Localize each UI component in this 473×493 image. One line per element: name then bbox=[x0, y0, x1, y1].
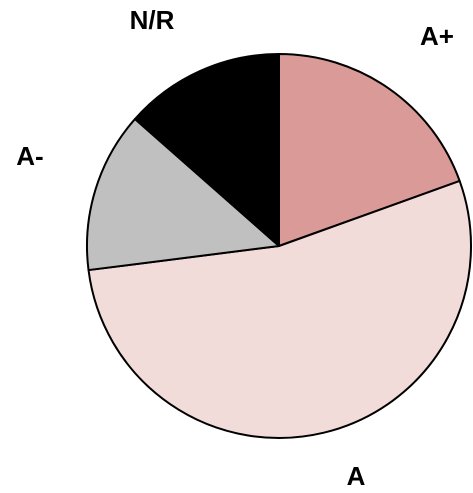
slice-label-a: A bbox=[347, 461, 366, 491]
slice-label-aplus: A+ bbox=[420, 21, 454, 51]
slice-label-n-r: N/R bbox=[130, 5, 175, 35]
slice-label-aminus: A- bbox=[16, 141, 43, 171]
pie-slice-a bbox=[87, 179, 472, 439]
pie-slice-aplus bbox=[278, 53, 461, 247]
pie-slice-n-r bbox=[133, 53, 280, 247]
pie-slice-aminus bbox=[86, 118, 280, 272]
